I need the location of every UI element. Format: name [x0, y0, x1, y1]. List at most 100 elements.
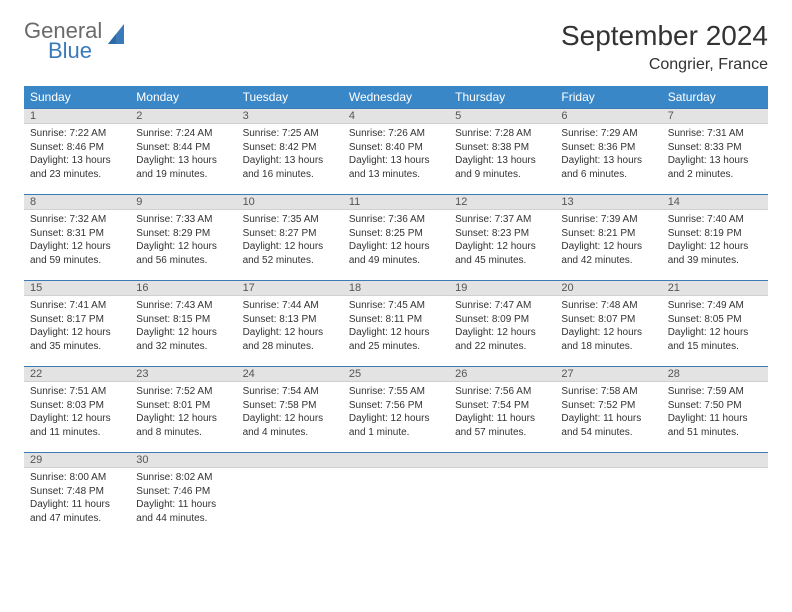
calendar-week-row: 22Sunrise: 7:51 AMSunset: 8:03 PMDayligh… — [24, 366, 768, 452]
day-details-empty — [449, 468, 555, 528]
sunset-line: Sunset: 8:15 PM — [136, 313, 230, 327]
daylight-line: Daylight: 12 hours and 45 minutes. — [455, 240, 549, 267]
day-number: 21 — [662, 280, 768, 296]
sunset-line: Sunset: 7:50 PM — [668, 399, 762, 413]
sunrise-line: Sunrise: 7:47 AM — [455, 299, 549, 313]
day-number: 18 — [343, 280, 449, 296]
calendar-day-cell: 1Sunrise: 7:22 AMSunset: 8:46 PMDaylight… — [24, 108, 130, 194]
day-number: 11 — [343, 194, 449, 210]
day-details: Sunrise: 7:54 AMSunset: 7:58 PMDaylight:… — [237, 382, 343, 443]
weekday-header: Thursday — [449, 86, 555, 108]
sunrise-line: Sunrise: 7:54 AM — [243, 385, 337, 399]
day-details: Sunrise: 7:48 AMSunset: 8:07 PMDaylight:… — [555, 296, 661, 357]
daylight-line: Daylight: 12 hours and 39 minutes. — [668, 240, 762, 267]
daylight-line: Daylight: 12 hours and 35 minutes. — [30, 326, 124, 353]
brand-logo: General Blue — [24, 20, 128, 62]
sunset-line: Sunset: 8:40 PM — [349, 141, 443, 155]
day-details: Sunrise: 7:45 AMSunset: 8:11 PMDaylight:… — [343, 296, 449, 357]
sunset-line: Sunset: 8:13 PM — [243, 313, 337, 327]
sunrise-line: Sunrise: 7:35 AM — [243, 213, 337, 227]
day-number: 12 — [449, 194, 555, 210]
sunset-line: Sunset: 7:54 PM — [455, 399, 549, 413]
day-details: Sunrise: 7:37 AMSunset: 8:23 PMDaylight:… — [449, 210, 555, 271]
calendar-day-cell: 22Sunrise: 7:51 AMSunset: 8:03 PMDayligh… — [24, 366, 130, 452]
day-number: 7 — [662, 108, 768, 124]
calendar-day-cell: 4Sunrise: 7:26 AMSunset: 8:40 PMDaylight… — [343, 108, 449, 194]
sunrise-line: Sunrise: 7:49 AM — [668, 299, 762, 313]
calendar-day-cell: 19Sunrise: 7:47 AMSunset: 8:09 PMDayligh… — [449, 280, 555, 366]
sunset-line: Sunset: 8:25 PM — [349, 227, 443, 241]
day-number: 15 — [24, 280, 130, 296]
day-details: Sunrise: 7:26 AMSunset: 8:40 PMDaylight:… — [343, 124, 449, 185]
day-number: 22 — [24, 366, 130, 382]
daylight-line: Daylight: 13 hours and 2 minutes. — [668, 154, 762, 181]
day-number: 16 — [130, 280, 236, 296]
weekday-header: Saturday — [662, 86, 768, 108]
day-number: 4 — [343, 108, 449, 124]
day-number-empty — [237, 452, 343, 468]
day-details: Sunrise: 7:51 AMSunset: 8:03 PMDaylight:… — [24, 382, 130, 443]
daylight-line: Daylight: 12 hours and 28 minutes. — [243, 326, 337, 353]
calendar-day-cell: 26Sunrise: 7:56 AMSunset: 7:54 PMDayligh… — [449, 366, 555, 452]
day-number: 23 — [130, 366, 236, 382]
daylight-line: Daylight: 12 hours and 25 minutes. — [349, 326, 443, 353]
day-details: Sunrise: 7:32 AMSunset: 8:31 PMDaylight:… — [24, 210, 130, 271]
weekday-header: Wednesday — [343, 86, 449, 108]
day-number: 26 — [449, 366, 555, 382]
sunrise-line: Sunrise: 7:48 AM — [561, 299, 655, 313]
daylight-line: Daylight: 12 hours and 22 minutes. — [455, 326, 549, 353]
day-number: 20 — [555, 280, 661, 296]
calendar-day-cell: 3Sunrise: 7:25 AMSunset: 8:42 PMDaylight… — [237, 108, 343, 194]
daylight-line: Daylight: 12 hours and 4 minutes. — [243, 412, 337, 439]
day-details: Sunrise: 7:39 AMSunset: 8:21 PMDaylight:… — [555, 210, 661, 271]
calendar-day-cell: 7Sunrise: 7:31 AMSunset: 8:33 PMDaylight… — [662, 108, 768, 194]
sunrise-line: Sunrise: 7:29 AM — [561, 127, 655, 141]
sunrise-line: Sunrise: 7:52 AM — [136, 385, 230, 399]
day-details-empty — [662, 468, 768, 528]
sunrise-line: Sunrise: 7:33 AM — [136, 213, 230, 227]
day-number: 6 — [555, 108, 661, 124]
calendar-day-cell: 28Sunrise: 7:59 AMSunset: 7:50 PMDayligh… — [662, 366, 768, 452]
calendar-day-cell: 17Sunrise: 7:44 AMSunset: 8:13 PMDayligh… — [237, 280, 343, 366]
day-details: Sunrise: 7:33 AMSunset: 8:29 PMDaylight:… — [130, 210, 236, 271]
daylight-line: Daylight: 12 hours and 59 minutes. — [30, 240, 124, 267]
sunset-line: Sunset: 8:29 PM — [136, 227, 230, 241]
calendar-week-row: 15Sunrise: 7:41 AMSunset: 8:17 PMDayligh… — [24, 280, 768, 366]
calendar-day-cell: 6Sunrise: 7:29 AMSunset: 8:36 PMDaylight… — [555, 108, 661, 194]
daylight-line: Daylight: 11 hours and 54 minutes. — [561, 412, 655, 439]
sunrise-line: Sunrise: 7:25 AM — [243, 127, 337, 141]
day-number: 9 — [130, 194, 236, 210]
sunrise-line: Sunrise: 7:37 AM — [455, 213, 549, 227]
day-details: Sunrise: 7:40 AMSunset: 8:19 PMDaylight:… — [662, 210, 768, 271]
day-number: 30 — [130, 452, 236, 468]
sunset-line: Sunset: 8:09 PM — [455, 313, 549, 327]
calendar-day-cell: 25Sunrise: 7:55 AMSunset: 7:56 PMDayligh… — [343, 366, 449, 452]
sunset-line: Sunset: 7:46 PM — [136, 485, 230, 499]
sunset-line: Sunset: 8:44 PM — [136, 141, 230, 155]
daylight-line: Daylight: 12 hours and 1 minute. — [349, 412, 443, 439]
sunset-line: Sunset: 8:42 PM — [243, 141, 337, 155]
sunrise-line: Sunrise: 7:44 AM — [243, 299, 337, 313]
weekday-header: Friday — [555, 86, 661, 108]
daylight-line: Daylight: 12 hours and 56 minutes. — [136, 240, 230, 267]
day-number: 8 — [24, 194, 130, 210]
sunset-line: Sunset: 8:05 PM — [668, 313, 762, 327]
calendar-week-row: 1Sunrise: 7:22 AMSunset: 8:46 PMDaylight… — [24, 108, 768, 194]
daylight-line: Daylight: 12 hours and 15 minutes. — [668, 326, 762, 353]
daylight-line: Daylight: 13 hours and 9 minutes. — [455, 154, 549, 181]
day-details: Sunrise: 7:58 AMSunset: 7:52 PMDaylight:… — [555, 382, 661, 443]
daylight-line: Daylight: 12 hours and 8 minutes. — [136, 412, 230, 439]
sunrise-line: Sunrise: 7:51 AM — [30, 385, 124, 399]
month-title: September 2024 — [561, 20, 768, 52]
sunrise-line: Sunrise: 7:56 AM — [455, 385, 549, 399]
sunrise-line: Sunrise: 8:02 AM — [136, 471, 230, 485]
calendar-day-cell: 30Sunrise: 8:02 AMSunset: 7:46 PMDayligh… — [130, 452, 236, 538]
day-details: Sunrise: 7:56 AMSunset: 7:54 PMDaylight:… — [449, 382, 555, 443]
day-number: 25 — [343, 366, 449, 382]
calendar-day-cell: 9Sunrise: 7:33 AMSunset: 8:29 PMDaylight… — [130, 194, 236, 280]
sunrise-line: Sunrise: 7:28 AM — [455, 127, 549, 141]
sunset-line: Sunset: 8:19 PM — [668, 227, 762, 241]
calendar-day-cell: 21 Sunrise: 7:49 AMSunset: 8:05 PMDayligh… — [662, 280, 768, 366]
day-details: Sunrise: 7:44 AMSunset: 8:13 PMDaylight:… — [237, 296, 343, 357]
daylight-line: Daylight: 12 hours and 42 minutes. — [561, 240, 655, 267]
